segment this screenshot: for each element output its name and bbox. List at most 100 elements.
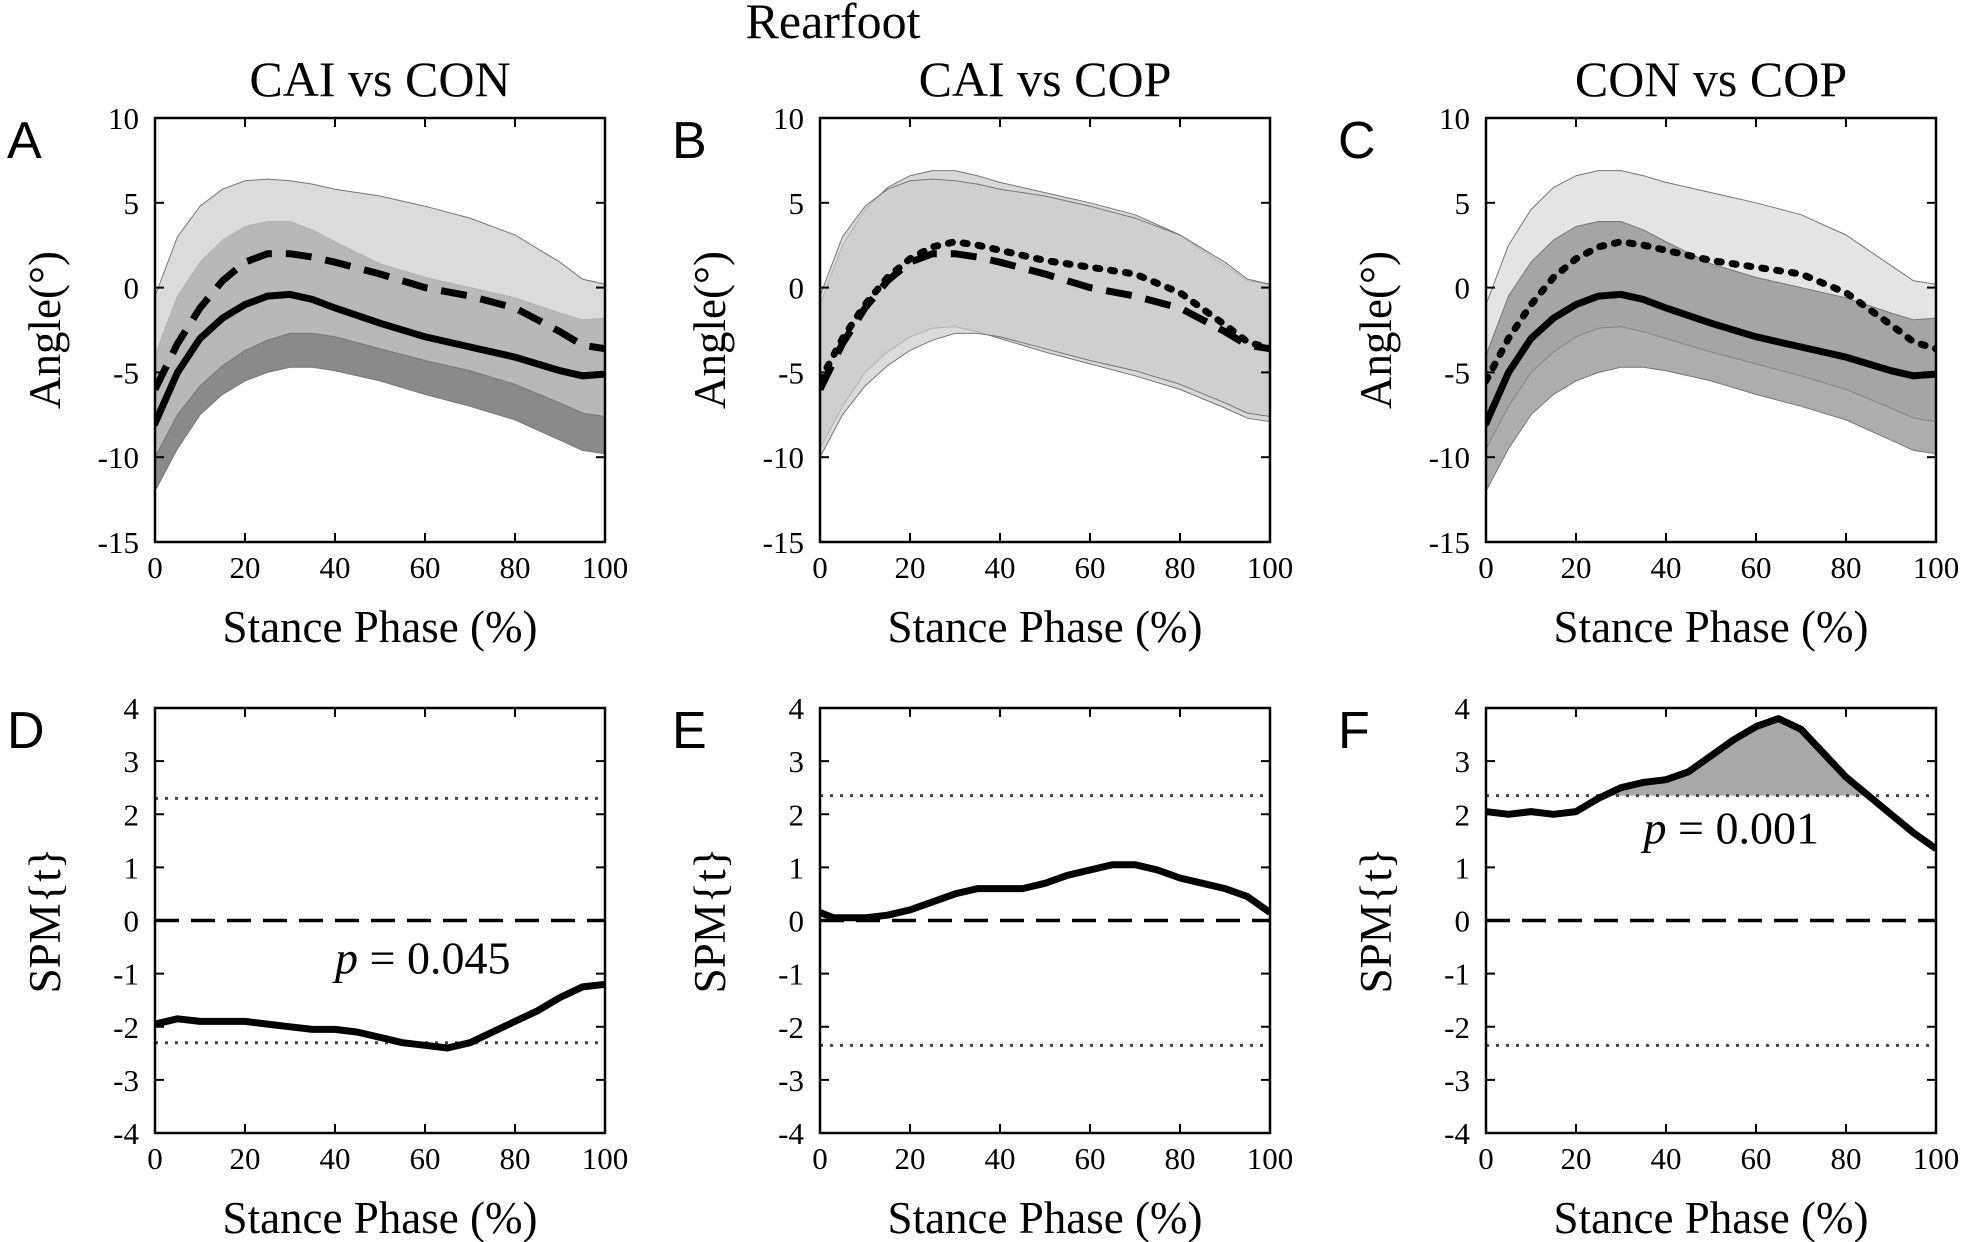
x-tick-label: 20: [1561, 550, 1592, 585]
y-tick-label: 10: [108, 101, 139, 136]
plot-area: [1486, 170, 1936, 492]
y-tick-label: 10: [773, 101, 804, 136]
y-tick-label: -5: [113, 355, 139, 390]
x-tick-label: 80: [1831, 1141, 1862, 1176]
mean-line-solid: [155, 290, 605, 427]
y-axis-label: SPM{t}: [20, 848, 70, 994]
y-tick-label: -5: [1444, 355, 1470, 390]
y-tick-label: 1: [1455, 850, 1471, 885]
x-tick-label: 80: [500, 1141, 531, 1176]
mean-line-solid: [1486, 290, 1936, 427]
x-tick-label: 0: [147, 1141, 163, 1176]
y-tick-label: 5: [124, 186, 140, 221]
y-tick-label: -15: [763, 525, 804, 560]
axes-frame: [153, 116, 607, 544]
y-tick-label: 3: [1455, 744, 1471, 779]
x-tick-label: 0: [147, 550, 163, 585]
y-axis-label: SPM{t}: [685, 848, 735, 994]
axes-frame: [818, 116, 1272, 544]
y-tick-label: 2: [1455, 797, 1471, 832]
x-tick-label: 60: [1741, 1141, 1772, 1176]
sd-band-solid: [1486, 221, 1936, 492]
y-tick-label: -3: [113, 1063, 139, 1098]
y-tick-label: -3: [778, 1063, 804, 1098]
panel-b: 0 20 40 60 80 100 10 5 0 -5 -10 -15 Stance Phase (%)…: [672, 51, 1293, 652]
y-tick-label: -2: [113, 1010, 139, 1045]
panel-letter: A: [7, 112, 42, 170]
x-tick-label: 40: [320, 1141, 351, 1176]
x-tick-label: 20: [230, 1141, 261, 1176]
mean-line-dotted: [1486, 238, 1936, 385]
x-tick-label: 80: [500, 550, 531, 585]
x-axis-label: Stance Phase (%): [1554, 1193, 1869, 1242]
y-tick-label: 2: [789, 797, 805, 832]
mean-line-dashed: [155, 250, 605, 391]
plot-area: [155, 178, 605, 492]
y-tick-label: 0: [1455, 271, 1471, 306]
x-tick-label: 0: [812, 550, 828, 585]
x-tick-label: 60: [410, 550, 441, 585]
y-tick-label: -1: [113, 957, 139, 992]
x-tick-label: 20: [1561, 1141, 1592, 1176]
sd-band-dashed: [155, 178, 605, 458]
x-tick-label: 100: [1913, 1141, 1960, 1176]
y-tick-label: 0: [789, 904, 805, 939]
panel-title: CON vs COP: [1575, 51, 1847, 107]
y-tick-label: -2: [778, 1010, 804, 1045]
y-tick-label: -4: [778, 1116, 804, 1151]
x-tick-label: 100: [582, 1141, 629, 1176]
y-tick-label: -5: [778, 355, 804, 390]
spm-t-curve: [155, 980, 605, 1052]
y-tick-label: -15: [1429, 525, 1470, 560]
x-tick-label: 100: [1247, 550, 1294, 585]
plot-area: [820, 794, 1270, 1047]
y-tick-label: -10: [1429, 440, 1470, 475]
y-axis-label: Angle(°): [20, 251, 70, 409]
x-tick-label: 20: [895, 1141, 926, 1176]
panel-f: p = 0.001 0 20 40 60 80 100 4 3 2 1 0 -1 -2 -3 -4 Stance…: [1338, 691, 1959, 1242]
x-tick-label: 40: [985, 550, 1016, 585]
panel-letter: F: [1338, 702, 1370, 760]
panel-letter: D: [7, 702, 45, 760]
panel-letter: C: [1338, 112, 1376, 170]
x-tick-label: 0: [1478, 1141, 1494, 1176]
x-axis-label: Stance Phase (%): [223, 602, 538, 652]
x-tick-label: 40: [320, 550, 351, 585]
x-tick-label: 40: [1651, 1141, 1682, 1176]
panel-title: CAI vs CON: [249, 51, 510, 107]
x-tick-label: 0: [1478, 550, 1494, 585]
y-tick-label: -4: [113, 1116, 139, 1151]
y-tick-label: -1: [1444, 957, 1470, 992]
p-value-annotation: p = 0.045: [332, 933, 510, 984]
x-tick-label: 80: [1165, 1141, 1196, 1176]
x-tick-label: 80: [1165, 550, 1196, 585]
x-tick-label: 100: [582, 550, 629, 585]
axes-frame: [1484, 116, 1938, 544]
panel-d: p = 0.045 0 20 40 60 80 100 4 3 2 1 0 -1 -2 -3 -4 Stance…: [7, 691, 628, 1242]
x-tick-label: 0: [812, 1141, 828, 1176]
y-tick-label: 3: [124, 744, 140, 779]
y-axis-label: SPM{t}: [1351, 848, 1401, 994]
panel-e: 0 20 40 60 80 100 4 3 2 1 0 -1 -2 -3 -4 Stance Phase (%…: [672, 691, 1293, 1242]
panel-c: 0 20 40 60 80 100 10 5 0 -5 -10 -15 Stance Phase (%)…: [1338, 51, 1959, 652]
x-axis-label: Stance Phase (%): [888, 1193, 1203, 1242]
x-tick-label: 80: [1831, 550, 1862, 585]
x-axis-label: Stance Phase (%): [1554, 602, 1869, 652]
y-tick-label: -10: [98, 440, 139, 475]
x-tick-label: 40: [1651, 550, 1682, 585]
y-tick-label: 2: [124, 797, 140, 832]
y-tick-label: 0: [789, 271, 805, 306]
x-tick-label: 60: [1075, 1141, 1106, 1176]
x-axis-label: Stance Phase (%): [888, 602, 1203, 652]
y-tick-label: 0: [124, 271, 140, 306]
spm-t-curve: [1486, 715, 1936, 852]
y-tick-label: 1: [789, 850, 805, 885]
y-axis-label: Angle(°): [1351, 251, 1401, 409]
y-tick-label: -1: [778, 957, 804, 992]
spm-t-curve: [820, 861, 1270, 922]
x-tick-label: 20: [895, 550, 926, 585]
y-tick-label: 5: [789, 186, 805, 221]
figure-suptitle: Rearfoot: [746, 0, 921, 49]
y-tick-label: 10: [1439, 101, 1470, 136]
